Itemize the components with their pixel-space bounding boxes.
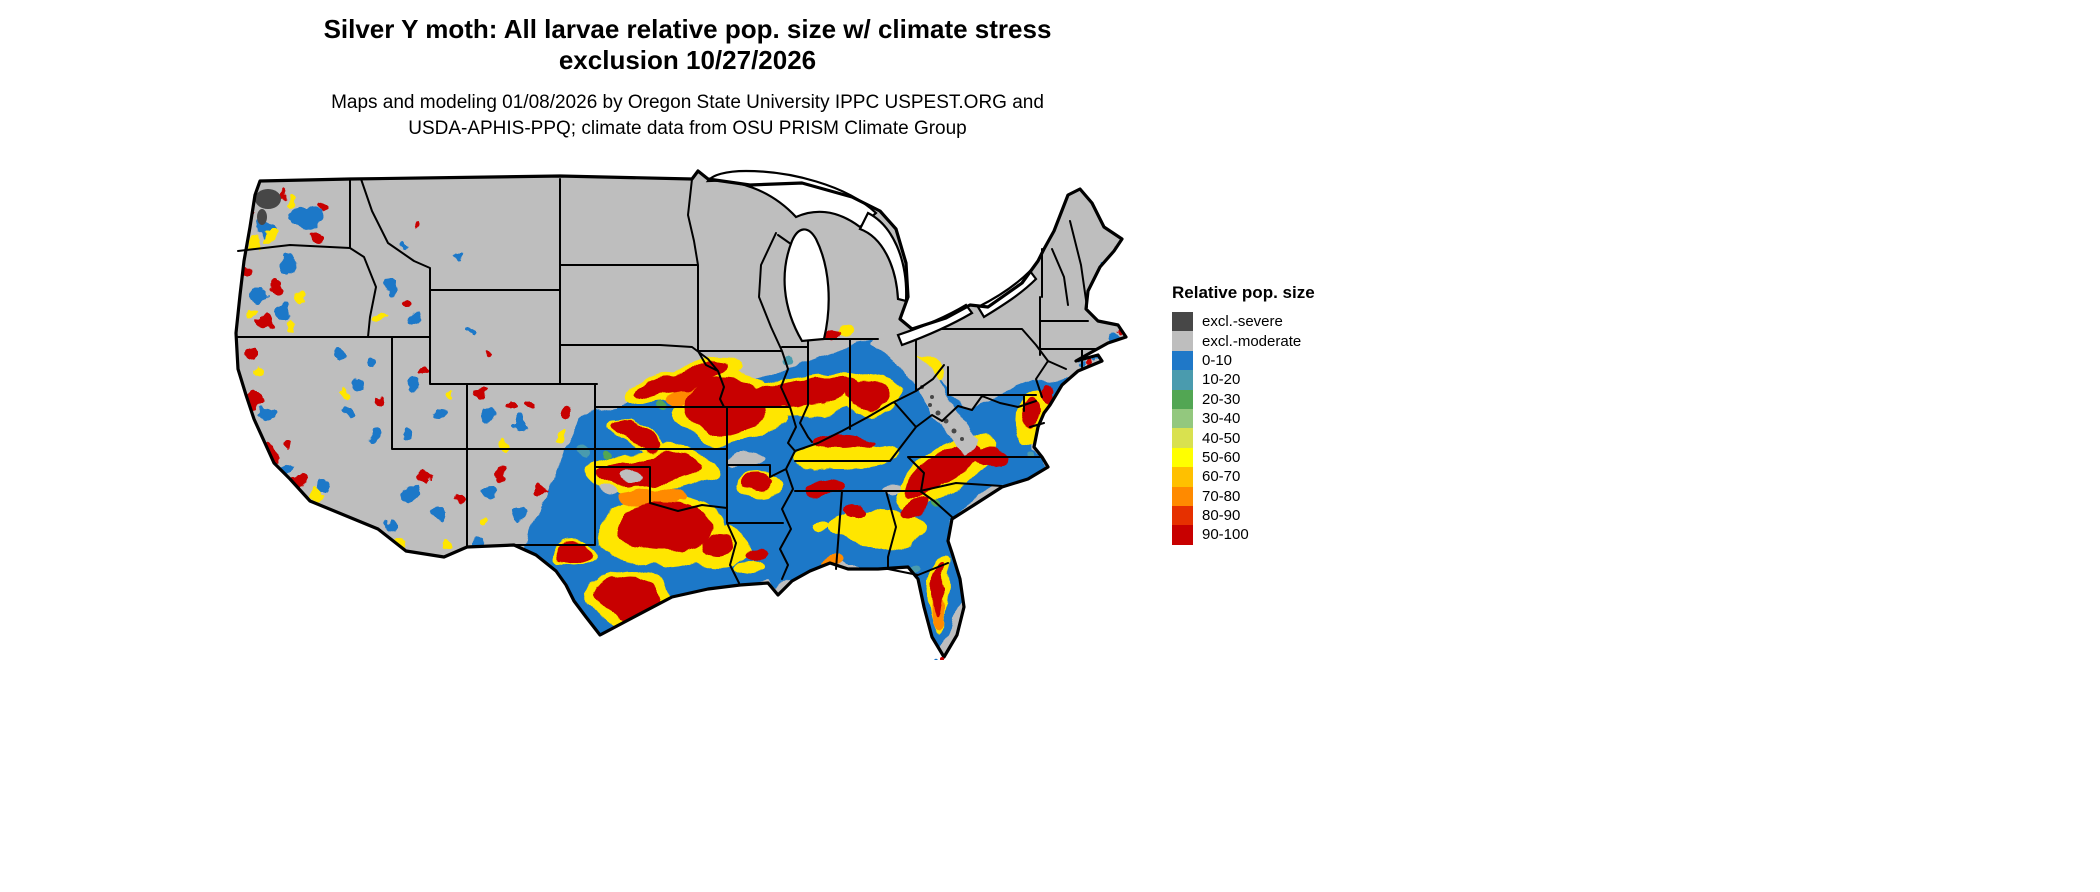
legend-item: excl.-moderate (1172, 331, 1315, 351)
map-title-line2: exclusion 10/27/2026 (558, 45, 817, 75)
map-subtitle-line2: USDA-APHIS-PPQ; climate data from OSU PR… (408, 118, 967, 139)
legend-item: 70-80 (1172, 486, 1315, 506)
us-map (230, 155, 1140, 660)
legend-color-swatch (1172, 447, 1193, 468)
legend-item-label: 80-90 (1202, 507, 1241, 525)
legend-item: 40-50 (1172, 428, 1315, 448)
florida-keys (934, 657, 944, 660)
legend-item-label: excl.-moderate (1202, 332, 1302, 350)
legend-item: 80-90 (1172, 505, 1315, 526)
gray-exclusion-overlays (602, 333, 978, 496)
map-subtitle: Maps and modeling 01/08/2026 by Oregon S… (0, 90, 1375, 142)
severe-exclusion-patches (255, 189, 964, 441)
legend-color-swatch (1172, 350, 1193, 371)
us-map-svg (234, 169, 1128, 660)
legend-title: Relative pop. size (1172, 283, 1315, 302)
legend-color-swatch (1172, 331, 1193, 351)
legend-item: excl.-severe (1172, 312, 1315, 332)
legend-item-label: 10-20 (1202, 371, 1241, 389)
legend-item-label: excl.-severe (1202, 313, 1283, 331)
legend-item-label: 50-60 (1202, 448, 1241, 466)
legend-item-label: 90-100 (1202, 526, 1249, 544)
legend-item-label: 60-70 (1202, 468, 1241, 486)
legend-color-swatch (1172, 505, 1193, 526)
lake-michigan (783, 228, 830, 343)
legend-item: 50-60 (1172, 447, 1315, 468)
legend-color-swatch (1172, 408, 1193, 429)
legend-item: 20-30 (1172, 389, 1315, 409)
legend-color-swatch (1172, 389, 1193, 409)
map-title-line1: Silver Y moth: All larvae relative pop. … (323, 14, 1052, 44)
legend-item: 90-100 (1172, 525, 1315, 545)
legend-item: 0-10 (1172, 350, 1315, 371)
legend-item-label: 30-40 (1202, 410, 1241, 428)
legend-color-swatch (1172, 467, 1193, 487)
legend-item: 30-40 (1172, 408, 1315, 429)
legend-color-swatch (1172, 370, 1193, 390)
map-subtitle-line1: Maps and modeling 01/08/2026 by Oregon S… (331, 92, 1044, 113)
legend-item: 10-20 (1172, 370, 1315, 390)
legend-color-swatch (1172, 428, 1193, 448)
map-title: Silver Y moth: All larvae relative pop. … (0, 14, 1375, 76)
legend-item-label: 70-80 (1202, 487, 1241, 505)
legend-color-swatch (1172, 312, 1193, 332)
legend-color-swatch (1172, 486, 1193, 506)
legend-item-label: 0-10 (1202, 351, 1233, 369)
legend: Relative pop. size excl.-severe excl.-mo… (1172, 283, 1315, 545)
legend-color-swatch (1172, 525, 1193, 545)
legend-item-label: 20-30 (1202, 390, 1241, 408)
state-borders (237, 178, 1097, 584)
legend-item-label: 40-50 (1202, 429, 1241, 447)
legend-item: 60-70 (1172, 467, 1315, 487)
red-zones (553, 331, 1055, 625)
